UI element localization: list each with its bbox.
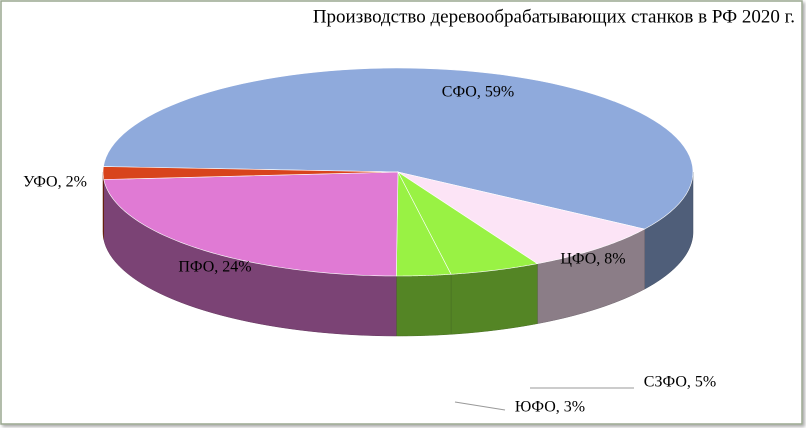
data-label: ЦФО, 8% (560, 251, 625, 268)
data-label: СФО, 59% (442, 84, 514, 101)
chart-title: Производство деревообрабатывающих станко… (313, 6, 795, 27)
pie-slice (397, 171, 646, 264)
pie-slice (103, 67, 694, 230)
pie-slice (396, 171, 452, 277)
data-label: СЗФО, 5% (644, 374, 716, 391)
data-label: ЮФО, 3% (515, 399, 585, 416)
slice-side (450, 263, 538, 335)
data-label: УФО, 2% (23, 174, 87, 191)
pie-slice (103, 171, 399, 277)
pie-slice (397, 171, 539, 275)
leader-line (454, 401, 506, 411)
slice-side (102, 172, 105, 240)
data-label: ПФО, 24% (178, 259, 251, 276)
pie-slice (102, 166, 399, 180)
slice-side (396, 274, 452, 337)
